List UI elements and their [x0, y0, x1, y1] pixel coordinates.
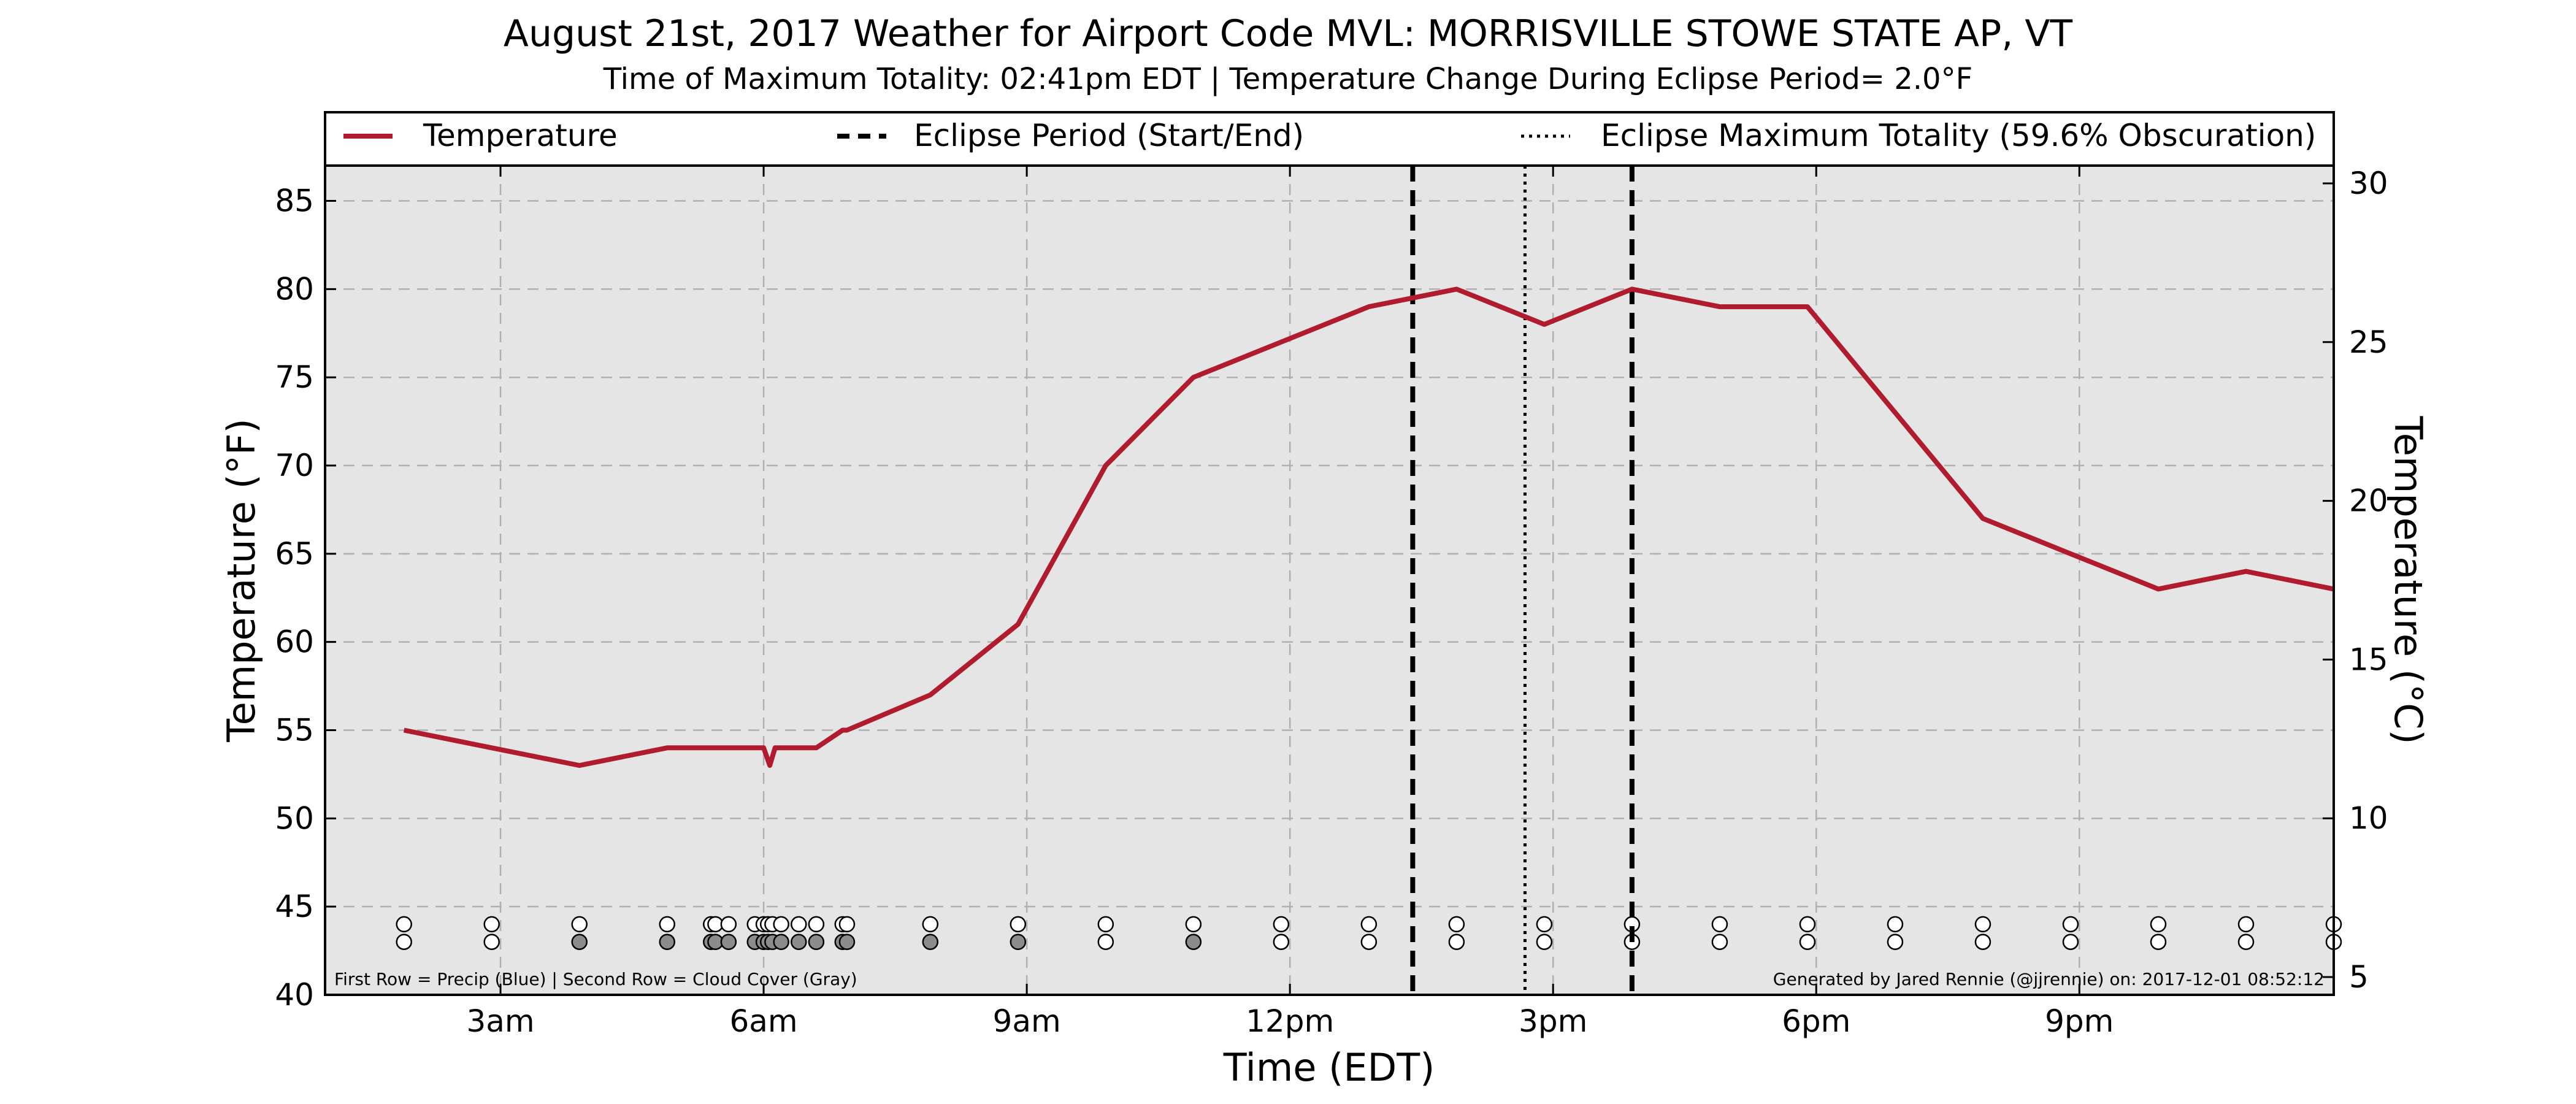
x-tick-label: 6pm [1782, 1003, 1850, 1039]
precip-marker [1711, 916, 1728, 933]
precip-marker [571, 916, 588, 933]
precip-marker [1536, 916, 1553, 933]
cloud-cover-marker [720, 933, 737, 950]
y-tick-label: 75 [275, 359, 314, 395]
y-tick-label: 85 [275, 183, 314, 219]
precip-marker [659, 916, 676, 933]
y-right-tick-label: 20 [2349, 483, 2388, 519]
x-tick-label: 6am [729, 1003, 797, 1039]
cloud-cover-marker [659, 933, 676, 950]
footnote-right: Generated by Jared Rennie (@jjrennie) on… [1773, 969, 2325, 989]
y-axis-ticks: 40 45 50 55 60 65 70 75 80 85 [275, 183, 336, 1013]
precip-marker [838, 916, 856, 933]
chart-title: August 21st, 2017 Weather for Airport Co… [504, 12, 2073, 55]
legend-eclipse-max-label: Eclipse Maximum Totality (59.6% Obscurat… [1601, 118, 2316, 153]
x-tick-label: 3pm [1519, 1003, 1587, 1039]
legend-temperature-label: Temperature [423, 118, 618, 153]
cloud-cover-marker [791, 933, 807, 950]
legend: Temperature Eclipse Period (Start/End) E… [324, 111, 2335, 167]
precip-marker [720, 916, 737, 933]
y-tick-label: 70 [275, 448, 314, 483]
precip-marker [483, 916, 500, 933]
y-right-tick-label: 15 [2349, 642, 2388, 677]
y-right-tick-label: 5 [2349, 959, 2369, 995]
precip-marker [773, 916, 789, 933]
legend-eclipse-period-label: Eclipse Period (Start/End) [914, 118, 1304, 153]
precip-marker [1273, 916, 1290, 933]
x-axis-ticks: 3am 6am 9am 12pm 3pm 6pm 9pm [466, 166, 2114, 1039]
cloud-cover-marker [2062, 933, 2079, 950]
precip-marker [2237, 916, 2255, 933]
grid-lines [325, 166, 2334, 995]
plot-area [324, 164, 2335, 996]
chart-subtitle: Time of Maximum Totality: 02:41pm EDT | … [603, 62, 1972, 96]
cloud-cover-marker [483, 933, 500, 950]
x-tick-label: 9pm [2045, 1003, 2114, 1039]
cloud-cover-marker [2150, 933, 2167, 950]
cloud-cover-marker [1536, 933, 1553, 950]
precip-marker [922, 916, 939, 933]
observation-markers [396, 916, 2342, 950]
cloud-cover-marker [838, 933, 856, 950]
y-right-axis-label: Temperature (°C) [2386, 415, 2431, 744]
eclipse-lines [1410, 166, 1635, 995]
cloud-cover-marker [1974, 933, 1991, 950]
precip-marker [1448, 916, 1465, 933]
legend-box [324, 111, 2335, 167]
y-tick-label: 45 [275, 889, 314, 924]
cloud-cover-marker [1185, 933, 1202, 950]
y-right-tick-label: 25 [2349, 324, 2388, 360]
x-tick-label: 3am [466, 1003, 534, 1039]
cloud-cover-marker [1273, 933, 1290, 950]
y-axis-label: Temperature (°F) [219, 418, 264, 742]
y-right-tick-label: 30 [2349, 166, 2388, 201]
precip-marker [1097, 916, 1114, 933]
cloud-cover-marker [808, 933, 825, 950]
cloud-cover-marker [1360, 933, 1378, 950]
y-right-axis-ticks: 5 10 15 20 25 30 [2323, 166, 2388, 995]
precip-marker [2150, 916, 2167, 933]
y-tick-label: 40 [275, 977, 314, 1013]
cloud-cover-marker [571, 933, 588, 950]
footnote-left: First Row = Precip (Blue) | Second Row =… [334, 969, 857, 989]
cloud-cover-marker [1010, 933, 1027, 950]
cloud-cover-marker [922, 933, 939, 950]
y-tick-label: 65 [275, 536, 314, 572]
precip-marker [1974, 916, 1991, 933]
y-right-tick-label: 10 [2349, 800, 2388, 836]
precip-marker [2062, 916, 2079, 933]
x-tick-label: 9am [993, 1003, 1061, 1039]
cloud-cover-marker [1711, 933, 1728, 950]
cloud-cover-marker [1799, 933, 1816, 950]
precip-marker [1799, 916, 1816, 933]
x-tick-label: 12pm [1246, 1003, 1334, 1039]
precip-marker [1887, 916, 1904, 933]
precip-marker [1185, 916, 1202, 933]
cloud-cover-marker [2237, 933, 2255, 950]
y-tick-label: 60 [275, 624, 314, 660]
y-tick-label: 80 [275, 271, 314, 307]
precip-marker [1360, 916, 1378, 933]
y-tick-label: 50 [275, 800, 314, 836]
precip-marker [1010, 916, 1027, 933]
y-tick-label: 55 [275, 713, 314, 748]
cloud-cover-marker [1448, 933, 1465, 950]
cloud-cover-marker [396, 933, 412, 950]
cloud-cover-marker [1097, 933, 1114, 950]
precip-marker [396, 916, 412, 933]
precip-marker [791, 916, 807, 933]
precip-marker [808, 916, 825, 933]
temperature-series-line [403, 286, 2334, 768]
x-axis-label: Time (EDT) [1223, 1045, 1435, 1090]
cloud-cover-marker [773, 933, 789, 950]
cloud-cover-marker [1887, 933, 1904, 950]
